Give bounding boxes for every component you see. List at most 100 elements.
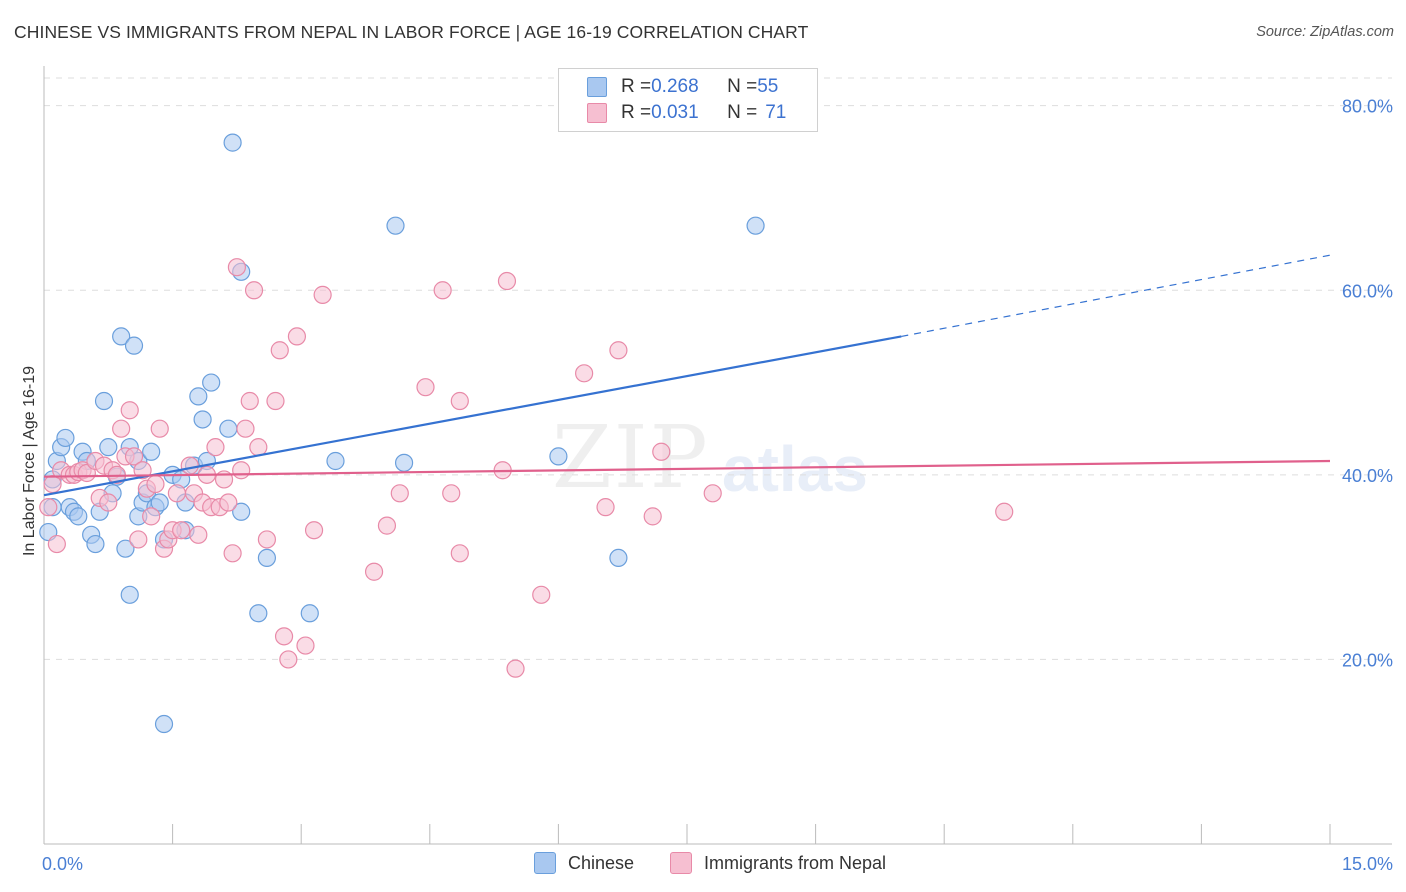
- legend-r-value-chinese: 0.268: [651, 76, 699, 97]
- chinese-point: [99, 438, 118, 457]
- nepal-trend-line: [43, 459, 1331, 478]
- chinese-point: [746, 216, 765, 235]
- nepal-point: [257, 530, 277, 549]
- legend-n-label: N =: [727, 102, 758, 123]
- nepal-point: [232, 461, 251, 480]
- legend-row-chinese: R = 0.268 N = 55: [587, 75, 778, 99]
- chinese-point: [154, 714, 174, 734]
- nepal-point: [995, 502, 1014, 521]
- nepal-point: [223, 544, 242, 563]
- nepal-point: [129, 530, 148, 549]
- nepal-point: [596, 498, 615, 517]
- nepal-point: [120, 401, 139, 420]
- nepal-point: [390, 484, 409, 503]
- nepal-point: [189, 525, 208, 544]
- legend-label-nepal: Immigrants from Nepal: [704, 852, 887, 873]
- nepal-point: [39, 498, 58, 517]
- nepal-point: [377, 516, 397, 535]
- chinese-trend-extension: [901, 254, 1331, 337]
- chinese-point: [124, 336, 144, 355]
- nepal-point: [236, 419, 255, 438]
- nepal-point: [364, 562, 384, 581]
- chinese-point: [150, 493, 169, 512]
- nepal-point: [279, 650, 298, 669]
- nepal-point: [167, 484, 186, 503]
- nepal-point: [142, 507, 161, 526]
- chinese-point: [386, 216, 405, 235]
- chinese-point: [189, 387, 208, 406]
- nepal-point: [703, 484, 722, 503]
- nepal-point: [296, 636, 315, 655]
- chinese-point: [112, 327, 131, 346]
- chinese-point: [69, 507, 88, 526]
- chinese-point: [232, 502, 251, 521]
- chinese-point: [202, 373, 221, 392]
- y-axis-label: In Labor Force | Age 16-19: [21, 366, 38, 556]
- legend-r-label: R =: [621, 76, 652, 97]
- chinese-trend-line: [43, 335, 902, 497]
- x-tick-label: 0.0%: [42, 854, 83, 874]
- nepal-point: [180, 456, 199, 475]
- nepal-point: [274, 627, 294, 646]
- legend-item-nepal: Immigrants from Nepal: [670, 852, 886, 874]
- legend-swatch-chinese: [587, 77, 607, 97]
- x-tick-label: 15.0%: [1342, 854, 1393, 874]
- nepal-point: [313, 285, 332, 304]
- chinese-point: [609, 548, 628, 568]
- nepal-point: [575, 364, 594, 383]
- y-tick-label: 80.0%: [1342, 97, 1393, 117]
- nepal-point: [497, 271, 517, 291]
- legend-row-nepal: R = 0.031 N = 71: [587, 101, 786, 125]
- chinese-point: [249, 604, 268, 623]
- chinese-point: [223, 133, 242, 152]
- legend-swatch-chinese: [534, 852, 556, 874]
- chinese-point: [257, 548, 277, 568]
- nepal-point: [219, 493, 238, 512]
- legend-r-value-nepal: 0.031: [651, 102, 699, 123]
- nepal-point: [416, 378, 435, 397]
- nepal-point: [47, 534, 66, 554]
- legend-n-value-nepal: 71: [765, 102, 787, 123]
- nepal-point: [450, 391, 469, 411]
- nepal-point: [227, 258, 246, 277]
- nepal-point: [442, 484, 461, 503]
- nepal-point: [146, 474, 165, 494]
- legend-r-label: R =: [621, 102, 652, 123]
- legend-n-label: N =: [727, 76, 758, 97]
- nepal-point: [249, 438, 268, 457]
- nepal-point: [652, 442, 671, 461]
- chinese-point: [549, 447, 568, 466]
- y-tick-label: 40.0%: [1342, 466, 1393, 486]
- nepal-point: [433, 281, 452, 300]
- chinese-point: [142, 442, 161, 461]
- chinese-point: [394, 453, 414, 472]
- chinese-point: [193, 410, 212, 429]
- nepal-point: [287, 327, 307, 346]
- nepal-point: [304, 521, 324, 540]
- nepal-point: [506, 659, 525, 678]
- nepal-point: [270, 341, 289, 360]
- chart-title: CHINESE VS IMMIGRANTS FROM NEPAL IN LABO…: [14, 22, 809, 42]
- nepal-point: [124, 447, 144, 466]
- chinese-point: [219, 419, 238, 438]
- chinese-point: [94, 391, 114, 411]
- chinese-point: [116, 539, 135, 558]
- nepal-point: [244, 281, 264, 300]
- legend-swatch-nepal: [587, 103, 607, 123]
- nepal-point: [172, 521, 191, 540]
- nepal-point: [450, 544, 469, 563]
- series-legend: Chinese Immigrants from Nepal: [0, 852, 1406, 876]
- chinese-point: [326, 451, 345, 471]
- nepal-point: [609, 341, 628, 360]
- nepal-point: [266, 391, 285, 411]
- nepal-point: [112, 419, 131, 438]
- chinese-point: [120, 585, 139, 604]
- legend-item-chinese: Chinese: [534, 852, 634, 874]
- y-tick-label: 60.0%: [1342, 281, 1393, 301]
- legend-swatch-nepal: [670, 852, 692, 874]
- chinese-point: [86, 534, 105, 554]
- stats-legend: R = 0.268 N = 55 R = 0.031 N = 71: [558, 68, 818, 132]
- source-label: Source: ZipAtlas.com: [1256, 24, 1394, 40]
- nepal-point: [240, 391, 259, 411]
